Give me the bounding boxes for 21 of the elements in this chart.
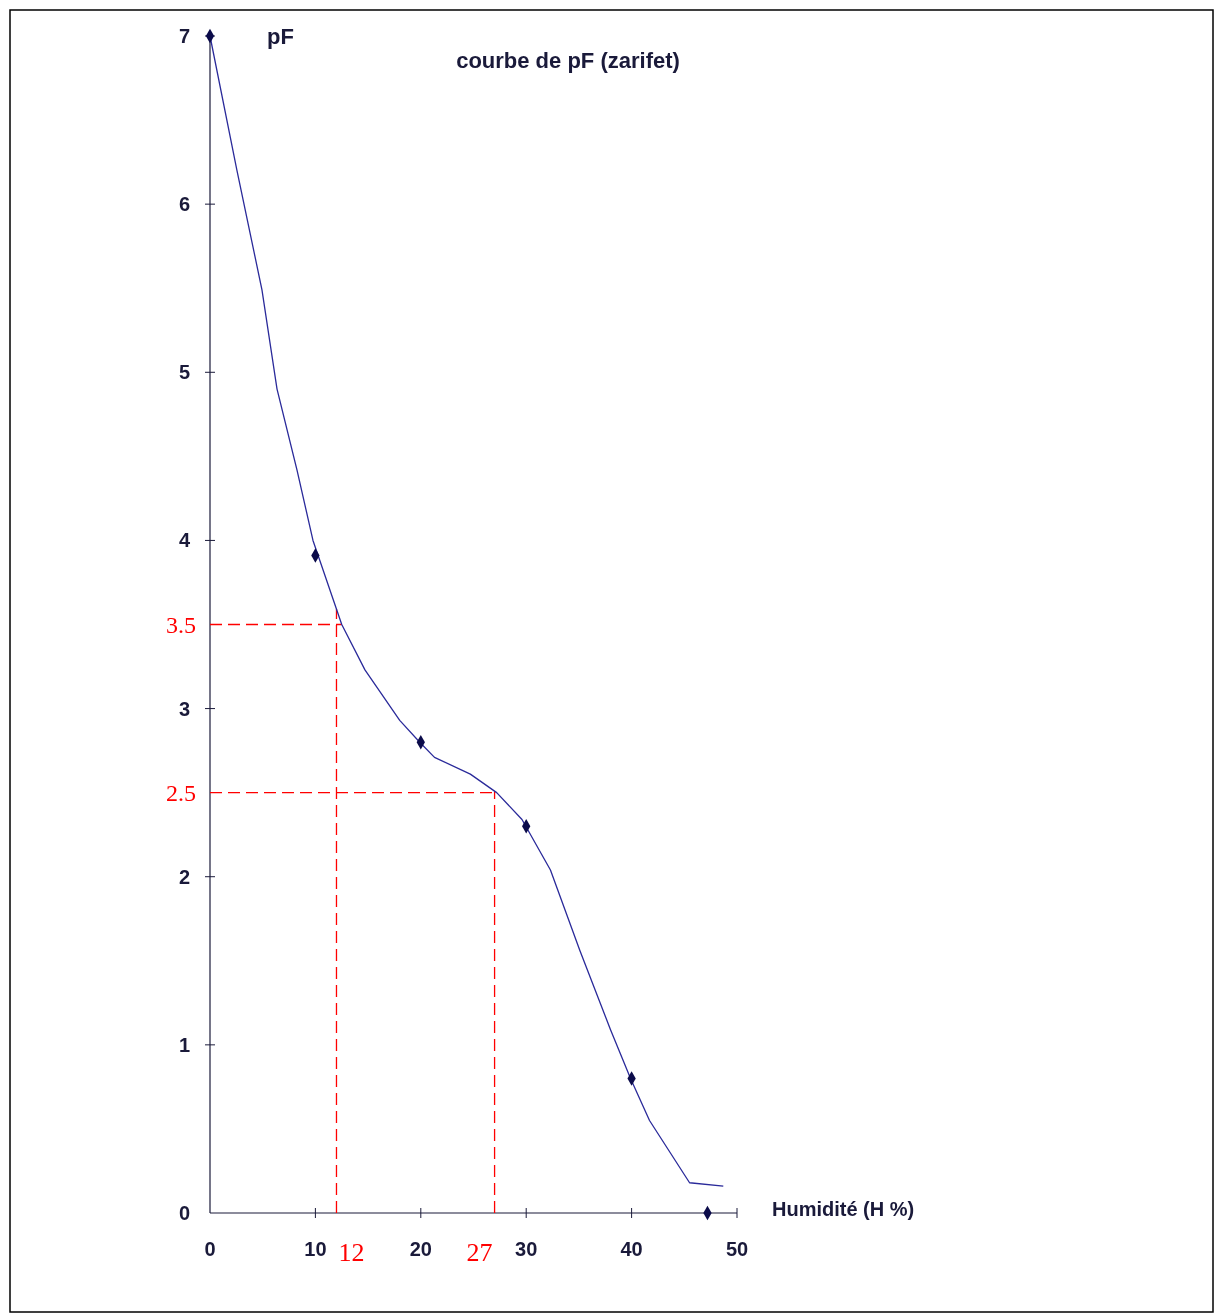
x-tick-label: 50 xyxy=(725,1238,749,1260)
y-tick-label: 5 xyxy=(178,361,190,384)
x-axis-title: Humidité (H %) xyxy=(772,1198,915,1220)
x-tick-label: 40 xyxy=(620,1238,643,1260)
y-tick-label: 4 xyxy=(178,529,191,552)
x-tick-label: 0 xyxy=(204,1238,216,1260)
y-tick-label: 6 xyxy=(178,193,190,216)
ref-line-label: 12 xyxy=(338,1238,365,1267)
y-tick-label: 1 xyxy=(178,1033,190,1056)
y-tick-label: 7 xyxy=(178,25,190,47)
y-tick-label: 2 xyxy=(178,865,190,888)
ref-line-label: 3.5 xyxy=(166,611,196,638)
ref-line-label: 27 xyxy=(466,1238,493,1267)
y-axis-title: pF xyxy=(267,24,294,49)
x-tick-label: 20 xyxy=(409,1238,432,1260)
x-tick-label: 30 xyxy=(515,1238,538,1260)
ref-line-label: 2.5 xyxy=(166,779,196,806)
y-tick-label: 3 xyxy=(178,697,190,720)
y-tick-label: 0 xyxy=(178,1202,190,1224)
text: courbe de pF (zarifet) xyxy=(456,48,680,73)
x-tick-label: 10 xyxy=(304,1238,327,1260)
